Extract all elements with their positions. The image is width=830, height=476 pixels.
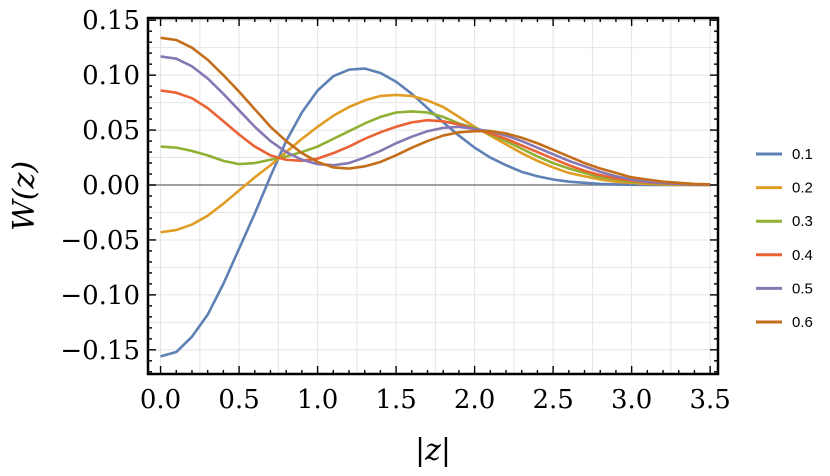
legend-label-0.4: 0.4 (792, 247, 813, 264)
y-tick-label: 0.10 (82, 61, 140, 91)
x-tick-label: 2.0 (454, 385, 495, 415)
y-tick-label: −0.05 (60, 226, 140, 256)
y-axis-title: W(z) (7, 161, 42, 231)
y-tick-label: −0.15 (60, 336, 140, 366)
x-tick-label: 1.5 (375, 385, 416, 415)
x-tick-label: 0.0 (140, 385, 181, 415)
x-tick-label: 3.5 (689, 385, 730, 415)
ticks (148, 18, 718, 374)
legend: 0.1 0.2 0.3 0.4 0.5 0.6 (756, 146, 813, 331)
legend-label-0.5: 0.5 (792, 280, 813, 297)
series-line-0.2 (160, 93, 711, 234)
series-line-0.4 (160, 89, 711, 187)
x-tick-label: 2.5 (532, 385, 573, 415)
x-tick-label: 1.0 (297, 385, 338, 415)
y-tick-label: 0.15 (82, 6, 140, 36)
series-group (160, 36, 711, 358)
legend-label-0.3: 0.3 (792, 213, 813, 230)
y-tick-label: 0.05 (82, 116, 140, 146)
series-line-0.6 (160, 36, 711, 186)
legend-label-0.6: 0.6 (792, 314, 813, 331)
series-line-0.5 (160, 55, 711, 186)
legend-label-0.1: 0.1 (792, 146, 813, 163)
legend-label-0.2: 0.2 (792, 180, 813, 197)
x-tick-label: 3.0 (611, 385, 652, 415)
y-tick-label: 0.00 (82, 171, 140, 201)
x-axis-title: |z| (415, 433, 451, 468)
x-tick-label: 0.5 (218, 385, 259, 415)
y-tick-label: −0.10 (60, 281, 140, 311)
